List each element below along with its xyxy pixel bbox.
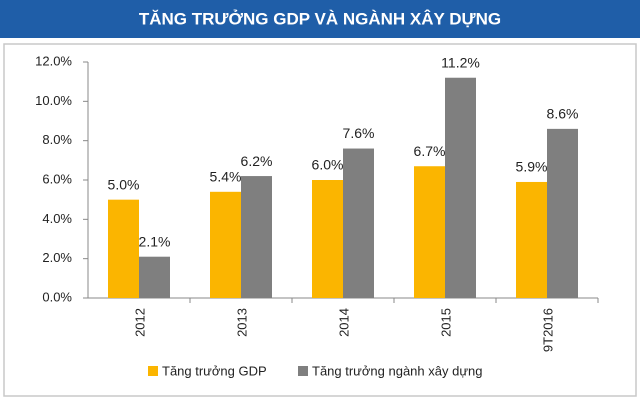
value-label: 6.0% — [312, 157, 344, 173]
value-label: 5.9% — [516, 159, 548, 175]
y-tick-label: 12.0% — [35, 53, 72, 68]
legend-label: Tăng trưởng GDP — [162, 363, 267, 378]
value-label: 8.6% — [547, 106, 579, 122]
value-label: 11.2% — [441, 54, 480, 70]
legend-label: Tăng trưởng ngành xây dựng — [312, 363, 482, 378]
x-tick-label: 2013 — [234, 308, 249, 337]
x-tick-label: 9T2016 — [540, 308, 555, 352]
x-tick-label: 2014 — [336, 308, 351, 337]
value-label: 2.1% — [139, 233, 171, 249]
title-bar — [0, 0, 640, 38]
chart-title: TĂNG TRƯỞNG GDP VÀ NGÀNH XÂY DỰNG — [139, 9, 501, 28]
value-label: 6.2% — [241, 153, 273, 169]
bar — [414, 166, 445, 298]
bar — [139, 256, 170, 298]
x-tick-label: 2012 — [132, 308, 147, 337]
bar — [241, 176, 272, 298]
y-tick-label: 8.0% — [42, 132, 72, 147]
bar — [108, 199, 139, 298]
legend-swatch — [298, 366, 308, 376]
bar — [516, 181, 547, 298]
y-tick-label: 10.0% — [35, 93, 72, 108]
legend-swatch — [148, 366, 158, 376]
bar — [343, 148, 374, 298]
y-tick-label: 2.0% — [42, 250, 72, 265]
x-tick-label: 2015 — [438, 308, 453, 337]
bar — [445, 77, 476, 298]
y-tick-label: 6.0% — [42, 171, 72, 186]
value-label: 5.0% — [108, 176, 140, 192]
bar — [312, 180, 343, 298]
value-label: 7.6% — [343, 125, 375, 141]
y-tick-label: 4.0% — [42, 211, 72, 226]
value-label: 5.4% — [210, 169, 242, 185]
y-tick-label: 0.0% — [42, 289, 72, 304]
bar — [547, 128, 578, 298]
bar — [210, 191, 241, 298]
value-label: 6.7% — [414, 143, 446, 159]
